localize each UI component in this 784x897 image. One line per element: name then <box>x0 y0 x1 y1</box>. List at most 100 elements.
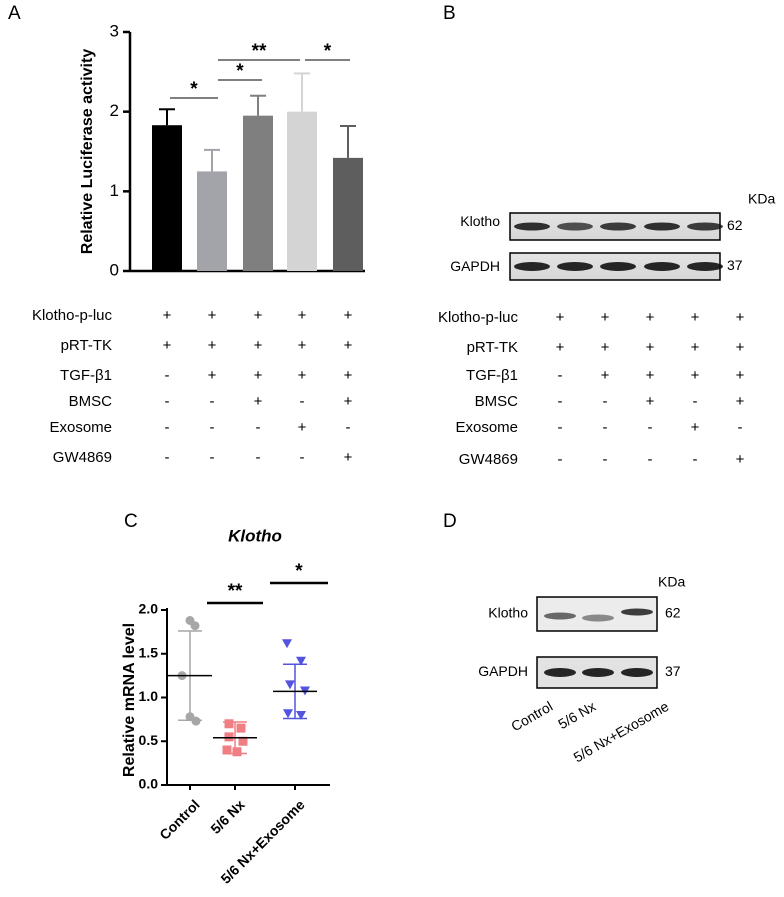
y-tick-label: 1.0 <box>139 688 159 704</box>
row-value: + <box>556 339 565 356</box>
blot-size: 62 <box>727 217 743 233</box>
x-tick-label: 5/6 Nx <box>207 796 248 837</box>
band <box>621 608 653 616</box>
significance-label: * <box>295 561 303 582</box>
row-value: - <box>603 393 608 410</box>
band <box>621 668 653 677</box>
chart-title: Klotho <box>228 526 282 545</box>
row-label: GW4869 <box>53 449 112 466</box>
row-label: Klotho-p-luc <box>32 307 113 324</box>
row-value: + <box>736 309 745 326</box>
point <box>296 711 306 720</box>
row-value: + <box>254 307 263 324</box>
row-value: + <box>344 449 353 466</box>
row-label: pRT-TK <box>61 337 112 354</box>
row-value: + <box>646 393 655 410</box>
row-value: - <box>603 451 608 468</box>
blot-unit: KDa <box>658 574 685 590</box>
row-value: + <box>556 309 565 326</box>
x-tick-label: Control <box>156 796 203 843</box>
blot-size: 37 <box>727 257 743 273</box>
band <box>644 222 680 231</box>
bar <box>243 115 273 272</box>
row-value: - <box>165 393 170 410</box>
row-value: + <box>601 339 610 356</box>
point <box>224 732 234 742</box>
row-value: + <box>298 367 307 384</box>
row-value: + <box>691 419 700 436</box>
row-label: pRT-TK <box>467 339 518 356</box>
row-label: GW4869 <box>459 451 518 468</box>
blot-row-label: Klotho <box>488 605 528 621</box>
row-value: - <box>558 419 563 436</box>
panel-letter: B <box>443 3 456 24</box>
band <box>514 222 550 231</box>
blot-size: 37 <box>665 663 681 679</box>
band <box>600 222 636 231</box>
row-value: - <box>693 393 698 410</box>
row-value: + <box>646 309 655 326</box>
point <box>236 723 246 733</box>
row-value: + <box>736 451 745 468</box>
blot-row-label: GAPDH <box>450 258 500 274</box>
band <box>582 668 614 677</box>
row-value: - <box>648 419 653 436</box>
point <box>282 639 292 649</box>
significance-label: * <box>324 41 332 62</box>
row-value: + <box>208 307 217 324</box>
row-value: + <box>163 337 172 354</box>
row-value: + <box>254 393 263 410</box>
lane-label: Control <box>508 698 555 734</box>
band <box>557 222 593 231</box>
significance-label: ** <box>252 41 267 62</box>
row-value: - <box>558 451 563 468</box>
row-label: BMSC <box>69 393 113 410</box>
band <box>557 262 593 271</box>
row-value: - <box>300 393 305 410</box>
row-value: + <box>344 367 353 384</box>
point <box>224 719 234 729</box>
row-value: + <box>691 309 700 326</box>
y-axis-label: Relative Luciferase activity <box>79 49 96 255</box>
row-value: + <box>691 367 700 384</box>
row-value: + <box>254 337 263 354</box>
point <box>285 680 295 690</box>
panel-letter: D <box>443 511 457 532</box>
row-value: + <box>736 339 745 356</box>
band <box>582 614 614 622</box>
row-value: + <box>344 393 353 410</box>
significance-label: ** <box>228 581 243 602</box>
point <box>238 736 248 746</box>
significance-label: * <box>236 61 244 82</box>
significance-label: * <box>190 79 198 100</box>
row-value: - <box>603 419 608 436</box>
row-value: + <box>601 309 610 326</box>
row-value: - <box>693 451 698 468</box>
row-value: + <box>208 337 217 354</box>
point <box>191 716 201 726</box>
band <box>687 262 723 271</box>
row-label: TGF-β1 <box>60 367 112 384</box>
row-value: + <box>298 419 307 436</box>
row-value: + <box>254 367 263 384</box>
point <box>296 656 306 666</box>
row-value: + <box>344 307 353 324</box>
y-tick-label: 2.0 <box>139 601 159 617</box>
row-value: + <box>298 307 307 324</box>
row-value: - <box>558 393 563 410</box>
blot-unit: KDa <box>748 191 775 207</box>
point <box>222 745 232 755</box>
y-tick-label: 0 <box>110 260 119 279</box>
row-value: - <box>165 449 170 466</box>
band <box>544 668 576 677</box>
y-axis-label: Relative mRNA level <box>121 623 138 777</box>
row-label: Exosome <box>49 419 112 436</box>
band <box>600 262 636 271</box>
row-value: - <box>210 393 215 410</box>
row-value: - <box>648 451 653 468</box>
row-label: Exosome <box>455 419 518 436</box>
row-label: BMSC <box>475 393 519 410</box>
point <box>283 709 293 719</box>
row-value: + <box>646 339 655 356</box>
